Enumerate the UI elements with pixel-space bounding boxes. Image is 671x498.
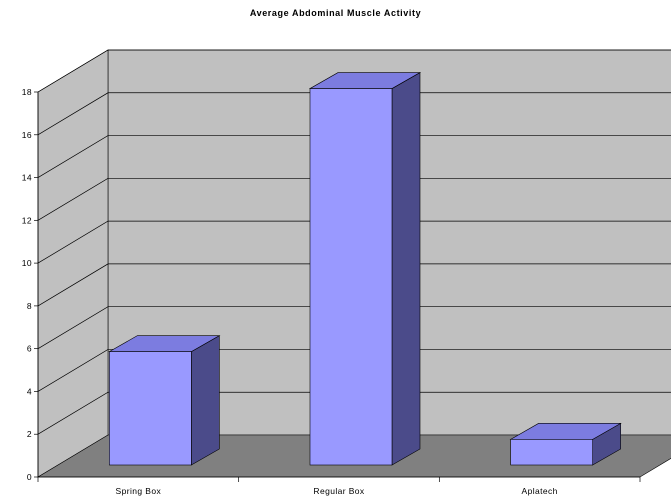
x-tick-label: Regular Box xyxy=(313,486,365,496)
gridline xyxy=(37,306,671,349)
bar xyxy=(109,351,192,466)
gridline xyxy=(37,135,671,178)
x-tick-label: Aplatech xyxy=(522,486,558,496)
y-tick-label: 2 xyxy=(27,429,32,439)
y-tick-label: 6 xyxy=(27,344,32,354)
gridline xyxy=(37,220,671,264)
gridline xyxy=(37,391,671,435)
gridline xyxy=(37,263,671,307)
y-tick-label: 16 xyxy=(22,130,32,140)
y-tick-label: 12 xyxy=(22,215,32,225)
bar-side xyxy=(391,72,421,466)
y-tick-label: 8 xyxy=(27,301,32,311)
x-tick-label: Spring Box xyxy=(116,486,162,496)
y-tick-label: 18 xyxy=(22,87,32,97)
y-tick-label: 4 xyxy=(27,386,32,396)
gridline xyxy=(37,177,671,221)
chart-title: Average Abdominal Muscle Activity xyxy=(249,8,422,18)
y-tick-label: 10 xyxy=(22,258,32,268)
y-tick-label: 0 xyxy=(27,472,32,482)
bar xyxy=(510,439,593,466)
bar xyxy=(309,88,393,466)
y-tick-label: 14 xyxy=(22,173,32,183)
bar-side xyxy=(191,335,220,466)
gridline xyxy=(37,92,671,136)
gridline xyxy=(37,349,671,392)
gridline xyxy=(37,49,671,93)
